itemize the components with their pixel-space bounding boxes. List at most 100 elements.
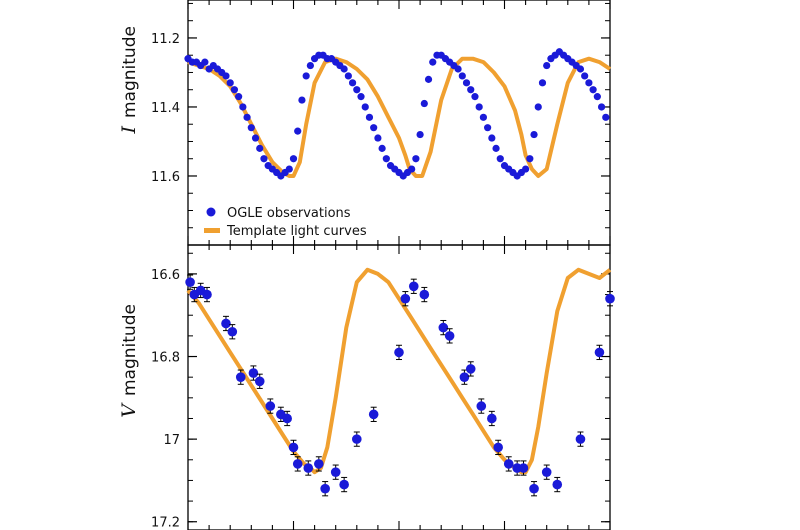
observation-point [285, 165, 293, 173]
observation-point [484, 124, 492, 132]
observation-point [185, 277, 195, 287]
observation-point [256, 144, 264, 152]
observation-point [251, 134, 260, 142]
plot-layer: 11.2 11.4 11.6 16.6 16.8 17 17.2 [151, 0, 615, 530]
observation-point [227, 326, 238, 337]
observation-point [235, 93, 243, 101]
observation-point [465, 364, 476, 374]
observation-point [394, 347, 404, 358]
y-tick-label: 16.8 [151, 351, 180, 366]
observation-point [597, 103, 606, 111]
observation-point [239, 103, 247, 111]
observation-point [530, 130, 538, 139]
observation-point [552, 479, 563, 490]
observation-point [541, 467, 552, 477]
top-ylabel-word: magnitude [120, 26, 140, 118]
observation-point [589, 86, 597, 94]
observation-point [496, 155, 504, 163]
observation-point [226, 79, 234, 87]
observation-point [476, 401, 487, 411]
observation-point [248, 368, 259, 378]
observation-point [361, 103, 369, 111]
observation-point [247, 124, 255, 132]
panel-bottom: 16.6 16.8 17 17.2 [151, 244, 615, 530]
observation-point [352, 434, 362, 444]
observation-point [303, 463, 314, 473]
observation-point [534, 103, 542, 111]
observation-point [314, 459, 324, 469]
observation-point [254, 376, 265, 387]
observation-point [348, 79, 357, 87]
observation-point [374, 134, 382, 142]
legend-observations-marker [206, 207, 216, 217]
legend-observations-label: OGLE observations [227, 206, 351, 221]
observation-point [201, 58, 209, 66]
template-curve [186, 267, 612, 475]
observation-point [330, 467, 341, 477]
observation-point [357, 93, 365, 101]
observation-point [492, 144, 500, 152]
observation-point [230, 86, 239, 94]
observation-point [605, 293, 615, 304]
observation-point [488, 134, 496, 142]
observation-point [593, 93, 601, 101]
observation-point [420, 99, 428, 108]
observation-point [493, 442, 503, 453]
observation-point [221, 318, 231, 329]
observation-point [576, 65, 585, 73]
observation-point [471, 93, 479, 101]
top-ylabel: I magnitude [118, 26, 140, 134]
observation-point [202, 289, 212, 300]
y-tick-label: 11.2 [151, 32, 180, 47]
top-ylabel-symbol: I [118, 126, 140, 135]
observation-point [282, 413, 292, 424]
observation-point [368, 409, 379, 420]
y-tick-label: 11.4 [151, 101, 180, 116]
observation-point [298, 96, 306, 104]
observation-point [529, 483, 539, 494]
observation-point [575, 434, 586, 444]
observation-point [487, 413, 497, 424]
observation-point [458, 72, 466, 80]
bottom-ylabel-symbol: V [118, 402, 140, 418]
panel-top: 11.2 11.4 11.6 [151, 0, 612, 246]
observation-point [419, 289, 430, 300]
observation-point [454, 65, 462, 73]
observation-point [518, 463, 529, 473]
y-tick-label: 17.2 [151, 516, 180, 530]
observation-point [265, 401, 276, 411]
observation-point [602, 113, 610, 121]
observation-point [320, 483, 330, 494]
observation-point [412, 155, 420, 163]
observation-point [424, 75, 433, 83]
y-tick-label: 16.6 [151, 268, 180, 283]
observation-point [408, 281, 419, 292]
observation-point [526, 155, 534, 163]
observation-point [408, 165, 416, 173]
observation-point [438, 322, 449, 333]
observation-point [243, 113, 251, 121]
legend-template-label: Template light curves [226, 224, 367, 239]
observation-point [292, 459, 303, 469]
observation-point [462, 79, 471, 87]
observation-point [382, 155, 390, 163]
observation-point [479, 113, 487, 121]
observation-point [294, 127, 302, 135]
observation-point [339, 479, 349, 490]
observation-point [416, 130, 424, 139]
observation-point [475, 103, 483, 111]
observation-point [235, 372, 246, 382]
bottom-ylabel: V magnitude [118, 304, 140, 418]
observation-point [340, 65, 348, 73]
observation-point [585, 79, 593, 87]
bottom-ylabel-word: magnitude [120, 304, 140, 396]
observation-point [429, 58, 437, 66]
y-tick-label: 11.6 [151, 170, 180, 185]
legend-template-marker [204, 228, 220, 233]
observation-point [288, 442, 299, 453]
observation-point [459, 372, 470, 382]
observation-point [594, 347, 605, 358]
observation-point [289, 155, 298, 163]
observation-point [543, 61, 551, 70]
